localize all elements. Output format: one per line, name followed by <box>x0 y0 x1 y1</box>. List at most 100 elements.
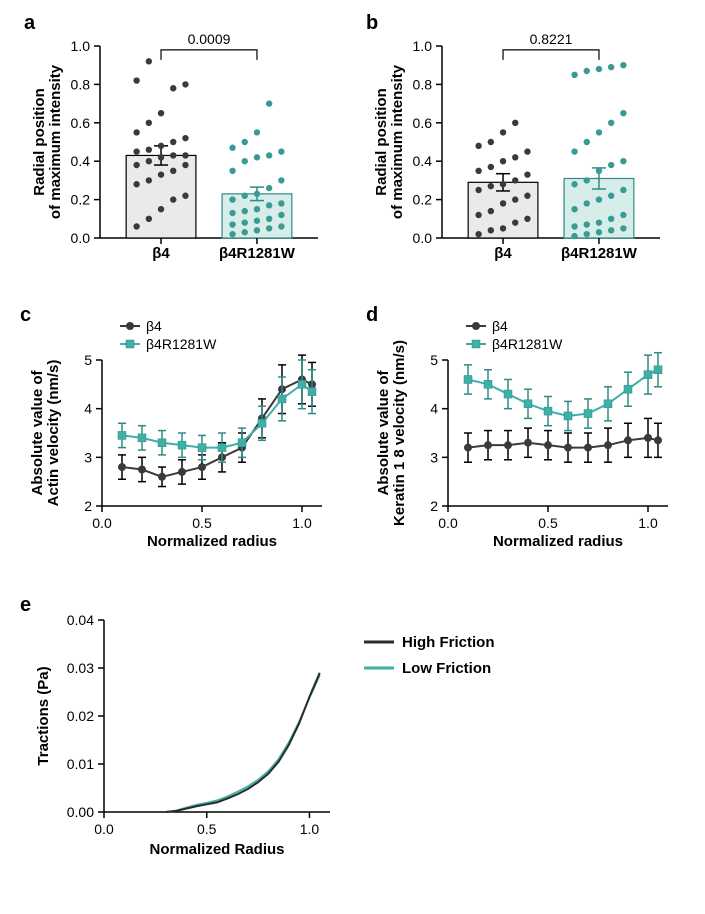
scatter-point <box>584 231 590 237</box>
scatter-point <box>133 129 139 135</box>
scatter-point <box>524 171 530 177</box>
scatter-point <box>512 177 518 183</box>
svg-text:0.5: 0.5 <box>192 515 212 531</box>
legend-b4: β4 <box>492 318 508 334</box>
svg-text:0.4: 0.4 <box>413 153 433 169</box>
scatter-point <box>620 212 626 218</box>
scatter-point <box>254 154 260 160</box>
svg-text:1.0: 1.0 <box>413 38 433 54</box>
p-value: 0.8221 <box>530 31 573 47</box>
marker <box>604 441 612 449</box>
svg-text:0.02: 0.02 <box>67 708 94 724</box>
scatter-point <box>182 162 188 168</box>
scatter-point <box>488 183 494 189</box>
svg-text:β4R1281W: β4R1281W <box>219 245 296 262</box>
marker <box>298 380 306 388</box>
svg-text:Normalized radius: Normalized radius <box>493 533 623 550</box>
svg-text:4: 4 <box>84 401 92 417</box>
scatter-point <box>158 154 164 160</box>
scatter-point <box>571 206 577 212</box>
svg-text:2: 2 <box>430 498 438 514</box>
scatter-point <box>512 154 518 160</box>
scatter-point <box>229 196 235 202</box>
scatter-point <box>512 196 518 202</box>
scatter-point <box>584 139 590 145</box>
scatter-point <box>278 212 284 218</box>
svg-text:0.01: 0.01 <box>67 756 94 772</box>
scatter-point <box>182 152 188 158</box>
svg-text:0.0: 0.0 <box>71 230 91 246</box>
scatter-point <box>584 68 590 74</box>
scatter-point <box>475 187 481 193</box>
svg-text:Tractions (Pa): Tractions (Pa) <box>35 666 52 765</box>
scatter-point <box>500 225 506 231</box>
scatter-point <box>266 100 272 106</box>
marker <box>504 390 512 398</box>
scatter-point <box>278 223 284 229</box>
panel-e: 0.000.010.020.030.040.00.51.0Normalized … <box>24 600 344 860</box>
scatter-point <box>596 66 602 72</box>
scatter-point <box>158 110 164 116</box>
scatter-point <box>475 212 481 218</box>
legend-item: High Friction <box>402 634 495 651</box>
scatter-point <box>571 72 577 78</box>
scatter-point <box>133 223 139 229</box>
svg-text:0.0: 0.0 <box>92 515 112 531</box>
legend-item: Low Friction <box>402 660 491 677</box>
scatter-point <box>524 148 530 154</box>
scatter-point <box>488 227 494 233</box>
marker <box>258 419 266 427</box>
svg-text:1.0: 1.0 <box>300 821 320 837</box>
marker <box>178 441 186 449</box>
scatter-point <box>133 181 139 187</box>
scatter-point <box>571 181 577 187</box>
marker <box>654 436 662 444</box>
scatter-point <box>524 216 530 222</box>
scatter-point <box>266 225 272 231</box>
scatter-point <box>620 225 626 231</box>
svg-text:β4: β4 <box>494 245 512 262</box>
scatter-point <box>254 206 260 212</box>
scatter-point <box>488 208 494 214</box>
scatter-point <box>278 177 284 183</box>
svg-text:Normalized radius: Normalized radius <box>147 533 277 550</box>
marker <box>544 441 552 449</box>
scatter-point <box>571 223 577 229</box>
svg-text:0.2: 0.2 <box>413 192 433 208</box>
svg-text:3: 3 <box>84 449 92 465</box>
scatter-point <box>158 171 164 177</box>
scatter-point <box>133 148 139 154</box>
scatter-point <box>242 158 248 164</box>
scatter-point <box>500 181 506 187</box>
scatter-point <box>620 62 626 68</box>
marker <box>624 385 632 393</box>
marker <box>654 366 662 374</box>
scatter-point <box>266 202 272 208</box>
scatter-point <box>620 110 626 116</box>
scatter-point <box>500 200 506 206</box>
scatter-point <box>170 139 176 145</box>
panel-label-b: b <box>366 12 378 35</box>
scatter-point <box>182 135 188 141</box>
svg-text:0.04: 0.04 <box>67 612 94 628</box>
scatter-point <box>229 145 235 151</box>
scatter-point <box>266 216 272 222</box>
scatter-point <box>229 221 235 227</box>
svg-text:0.03: 0.03 <box>67 660 94 676</box>
scatter-point <box>596 129 602 135</box>
svg-text:0.5: 0.5 <box>538 515 558 531</box>
svg-text:Absolute value ofActin velocit: Absolute value ofActin velocity (nm/s) <box>29 360 62 507</box>
panel-label-a: a <box>24 12 35 35</box>
scatter-point <box>146 120 152 126</box>
p-value: 0.0009 <box>188 31 231 47</box>
legend-b4: β4 <box>146 318 162 334</box>
scatter-point <box>584 221 590 227</box>
marker <box>584 444 592 452</box>
svg-text:0.8: 0.8 <box>71 76 91 92</box>
panel-label-e: e <box>20 594 31 617</box>
scatter-point <box>242 193 248 199</box>
figure-root: 0.00.20.40.60.81.0β4β4R1281W0.0009Radial… <box>0 0 705 914</box>
scatter-point <box>475 143 481 149</box>
svg-text:5: 5 <box>430 352 438 368</box>
marker <box>238 439 246 447</box>
